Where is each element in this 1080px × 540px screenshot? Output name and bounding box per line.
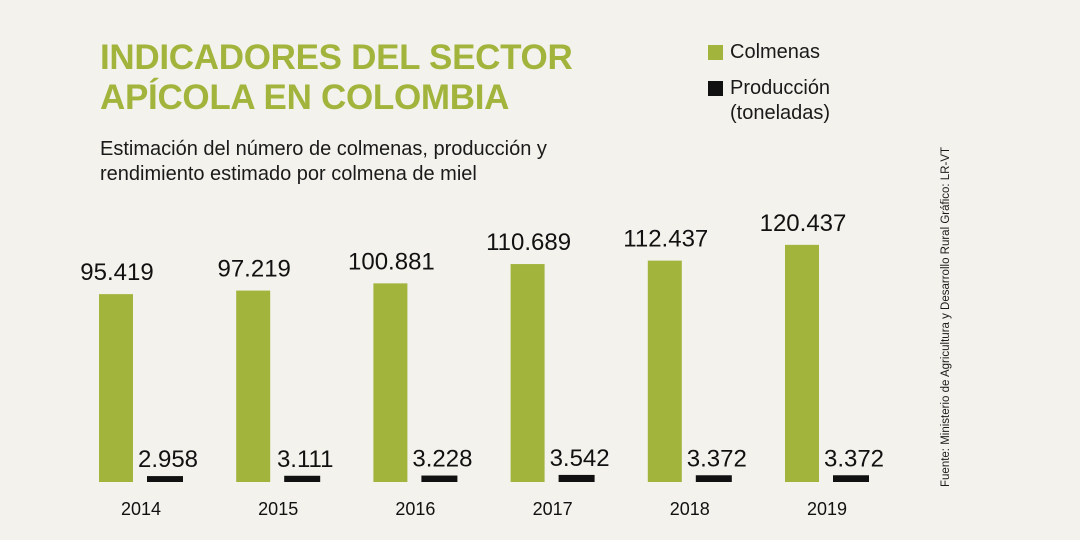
label-colmenas-2015: 97.219 — [217, 256, 290, 283]
label-produccion-2015: 3.111 — [277, 446, 334, 473]
chart-title: INDICADORES DEL SECTOR APÍCOLA EN COLOMB… — [100, 38, 573, 117]
legend-label-colmenas: Colmenas — [730, 41, 821, 63]
x-tick-2016: 2016 — [395, 499, 435, 519]
bar-colmenas-2018 — [647, 260, 682, 482]
legend-label-produccion: Producción (toneladas) — [730, 77, 831, 124]
label-produccion-2014: 2.958 — [138, 446, 198, 473]
legend-item-colmenas: Colmenas — [708, 40, 855, 65]
x-tick-2015: 2015 — [258, 499, 298, 519]
x-tick-2017: 2017 — [533, 499, 573, 519]
bar-produccion-2018 — [695, 475, 732, 482]
bar-colmenas-2017 — [510, 264, 545, 482]
legend-item-produccion: Producción (toneladas) — [708, 76, 855, 126]
bar-produccion-2017 — [558, 474, 595, 482]
x-tick-2019: 2019 — [807, 499, 847, 519]
label-produccion-2018: 3.372 — [687, 445, 747, 472]
bar-produccion-2016 — [421, 475, 458, 482]
legend-swatch-produccion — [708, 81, 723, 96]
legend-swatch-colmenas — [708, 45, 723, 60]
chart-subtitle: Estimación del número de colmenas, produ… — [100, 138, 547, 185]
label-colmenas-2014: 95.419 — [80, 259, 153, 286]
label-colmenas-2019: 120.437 — [760, 210, 847, 237]
bar-colmenas-2014 — [99, 294, 133, 482]
label-produccion-2017: 3.542 — [550, 445, 610, 472]
x-tick-2018: 2018 — [670, 499, 710, 519]
bar-colmenas-2016 — [373, 283, 408, 482]
legend: Colmenas Producción (toneladas) — [708, 40, 855, 137]
label-colmenas-2016: 100.881 — [348, 248, 435, 275]
label-produccion-2016: 3.228 — [412, 446, 472, 473]
bar-produccion-2015 — [284, 475, 321, 482]
label-colmenas-2018: 112.437 — [623, 226, 708, 253]
bar-colmenas-2019 — [785, 244, 819, 482]
bar-colmenas-2015 — [236, 290, 271, 482]
bar-produccion-2014 — [147, 476, 183, 482]
label-colmenas-2017: 110.689 — [486, 229, 571, 256]
label-produccion-2019: 3.372 — [824, 445, 884, 472]
x-tick-2014: 2014 — [121, 499, 161, 519]
bar-produccion-2019 — [833, 475, 869, 482]
